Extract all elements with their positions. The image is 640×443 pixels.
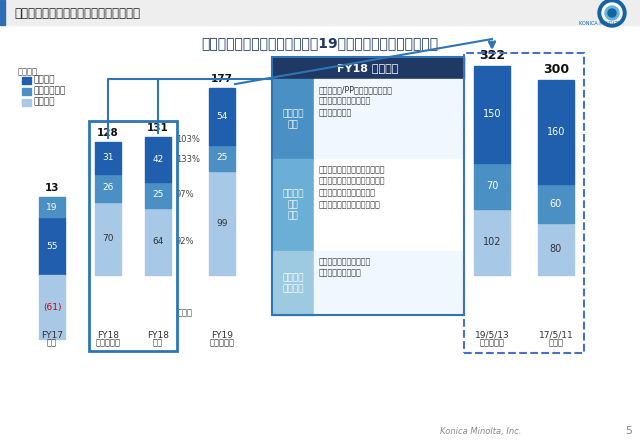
Text: KONICA MINOLTA: KONICA MINOLTA	[579, 20, 621, 26]
Bar	[95, 202, 121, 275]
Text: 25: 25	[216, 153, 228, 163]
Text: 103%: 103%	[176, 135, 200, 144]
Bar	[272, 251, 314, 315]
Text: 150: 150	[483, 109, 501, 120]
Bar	[272, 159, 314, 251]
Text: FY19: FY19	[211, 330, 233, 339]
Text: 今回見通し: 今回見通し	[479, 338, 504, 347]
Bar	[22, 77, 31, 84]
Bar	[314, 159, 464, 251]
Text: (61): (61)	[43, 303, 61, 311]
Text: 管理間接
費用低減: 管理間接 費用低減	[282, 273, 304, 293]
Text: Konica Minolta, Inc.: Konica Minolta, Inc.	[440, 427, 522, 436]
Circle shape	[608, 9, 616, 17]
Bar	[89, 121, 177, 351]
Text: 13: 13	[45, 183, 60, 193]
Bar	[314, 79, 464, 159]
Text: 300: 300	[543, 63, 569, 76]
Text: 99: 99	[216, 218, 228, 228]
Bar	[272, 57, 464, 79]
Bar	[209, 88, 235, 145]
Bar	[0, 0, 5, 25]
Text: ・サービスコストの高い機種の
増加により若干未達も、シフト
レフト施策は順調に進捗、
ノンハードの粗利改善に寄与: ・サービスコストの高い機種の 増加により若干未達も、シフト レフト施策は順調に進…	[319, 165, 385, 210]
Text: サービス
原価
低減: サービス 原価 低減	[282, 190, 304, 221]
Bar	[209, 145, 235, 171]
Text: 26: 26	[102, 183, 114, 192]
Text: 70: 70	[102, 234, 114, 243]
Text: 25: 25	[152, 190, 164, 199]
Text: 管理間接: 管理間接	[34, 97, 56, 106]
Text: 55: 55	[46, 241, 58, 251]
Text: 今回見通し: 今回見通し	[209, 338, 234, 347]
Bar	[145, 208, 171, 275]
Text: 70: 70	[486, 181, 498, 191]
Bar	[272, 79, 314, 159]
Bar	[39, 275, 65, 339]
Text: 60: 60	[550, 198, 562, 209]
Text: サービス原価: サービス原価	[34, 86, 67, 96]
Text: 公表値: 公表値	[548, 338, 563, 347]
Text: 133%: 133%	[176, 155, 200, 164]
Bar	[209, 171, 235, 275]
Bar	[474, 66, 510, 163]
Bar	[145, 137, 171, 182]
Circle shape	[598, 0, 626, 27]
Text: FY17: FY17	[41, 330, 63, 339]
Text: 160: 160	[547, 127, 565, 137]
Text: 19: 19	[46, 203, 58, 212]
Text: 92%: 92%	[176, 237, 195, 246]
Bar	[22, 99, 31, 106]
Circle shape	[605, 6, 619, 20]
Bar	[272, 57, 464, 315]
Bar	[39, 197, 65, 217]
Text: FY18: FY18	[147, 330, 169, 339]
Text: 実績: 実績	[153, 338, 163, 347]
Bar	[0, 0, 640, 25]
Text: 【億円】: 【億円】	[18, 67, 38, 76]
Text: 実績: 実績	[47, 338, 57, 347]
Text: 製造原価
低減: 製造原価 低減	[282, 109, 304, 129]
Text: 収益力強化策は予定通り進捗、19年度に向けて効果出し拡大: 収益力強化策は予定通り進捗、19年度に向けて効果出し拡大	[202, 36, 438, 50]
Bar	[22, 88, 31, 95]
Text: 19/5/13: 19/5/13	[475, 330, 509, 339]
Bar	[474, 163, 510, 209]
Circle shape	[602, 3, 622, 23]
Bar	[145, 182, 171, 208]
Text: 322: 322	[479, 49, 505, 62]
Bar	[464, 53, 584, 353]
Bar	[39, 217, 65, 275]
Text: 前回見通し: 前回見通し	[95, 338, 120, 347]
Text: 64: 64	[152, 237, 164, 246]
Bar	[538, 80, 574, 184]
Text: 達成率: 達成率	[178, 308, 193, 318]
Text: FY18 進捗状況: FY18 進捗状況	[337, 63, 399, 73]
Text: 5: 5	[625, 426, 632, 436]
Bar	[538, 223, 574, 275]
Bar	[95, 174, 121, 202]
Text: ・欧州で追加費用発生、
効果出し若干の遅れ: ・欧州で追加費用発生、 効果出し若干の遅れ	[319, 257, 371, 278]
Text: 31: 31	[102, 153, 114, 163]
Text: 製造原価: 製造原価	[34, 75, 56, 85]
Text: 42: 42	[152, 155, 164, 164]
Bar	[314, 251, 464, 315]
Text: 128: 128	[97, 128, 119, 138]
Text: 177: 177	[211, 74, 233, 84]
Text: 17/5/11: 17/5/11	[539, 330, 573, 339]
Text: 102: 102	[483, 237, 501, 247]
Bar	[474, 209, 510, 275]
Text: ・オフィス/PPに加え、機能材料
の生産性改善施策が想定
以上の効果出し: ・オフィス/PPに加え、機能材料 の生産性改善施策が想定 以上の効果出し	[319, 85, 393, 117]
Bar	[538, 184, 574, 223]
Text: 54: 54	[216, 112, 228, 121]
Text: 97%: 97%	[176, 190, 195, 199]
Text: 80: 80	[550, 244, 562, 254]
Text: 131: 131	[147, 124, 169, 133]
Text: 基盤事業の収益力強化〜コスト改善進捗: 基盤事業の収益力強化〜コスト改善進捗	[14, 7, 140, 19]
Text: FY18: FY18	[97, 330, 119, 339]
Bar	[95, 142, 121, 174]
